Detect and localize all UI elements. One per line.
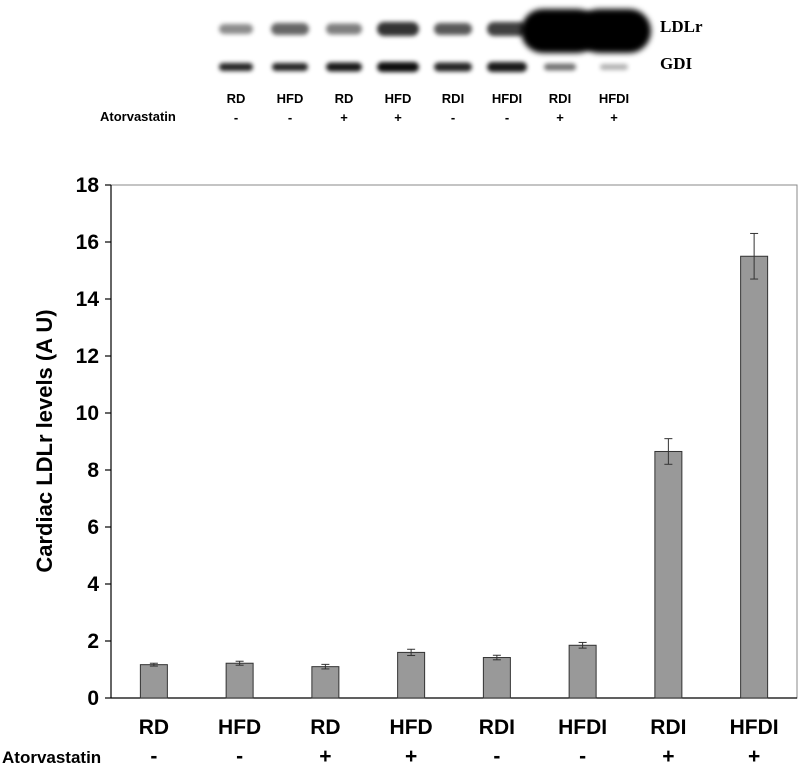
- treatment-sign: -: [579, 745, 586, 765]
- category-label: HFD: [390, 716, 433, 739]
- y-tick-label: 0: [87, 687, 99, 710]
- y-tick-label: 6: [87, 516, 99, 539]
- y-tick-label: 2: [87, 630, 99, 653]
- ldlr-band: [434, 23, 472, 35]
- ldlr-band: [377, 22, 419, 36]
- y-tick-label: 10: [76, 402, 99, 425]
- error-bar: [149, 662, 158, 667]
- error-bar-series: [149, 232, 759, 670]
- blot-treatment-sign: -: [505, 110, 509, 125]
- treatment-sign: +: [748, 745, 760, 765]
- ldlr-band: [326, 23, 362, 35]
- blot-treatment-sign: +: [610, 110, 618, 125]
- category-label: RD: [139, 716, 169, 739]
- blot-lane-label: HFD: [277, 91, 304, 106]
- blot-treatment-sign: -: [234, 110, 238, 125]
- bar: [311, 666, 340, 699]
- ldlr-band: [271, 23, 309, 35]
- ldlr-band: [577, 9, 651, 53]
- category-label: HFD: [218, 716, 261, 739]
- ldlr-band-row: [219, 9, 651, 53]
- category-label: RD: [310, 716, 340, 739]
- y-tick-label: 4: [87, 573, 99, 596]
- treatment-sign: +: [319, 745, 331, 765]
- blot-lane-label: HFDI: [492, 91, 522, 106]
- category-label: RDI: [479, 716, 515, 739]
- error-bar: [578, 641, 587, 649]
- y-tick-label: 12: [76, 345, 99, 368]
- bar: [654, 450, 683, 699]
- treatment-sign: -: [493, 745, 500, 765]
- y-axis-label: Cardiac LDLr levels (A U): [32, 309, 57, 572]
- blot-treatment-sign: -: [451, 110, 455, 125]
- chart-treatment-label: Atorvastatin: [2, 748, 101, 765]
- error-bar: [492, 654, 501, 661]
- blot-treatment-sign: -: [288, 110, 292, 125]
- y-tick-label: 8: [87, 459, 99, 482]
- bar-chart: 0 2 4 6 8 10 12 14 16 18 RD HFD RD HFD RDI HFDI RDI HFDI…: [2, 174, 798, 765]
- bar: [568, 644, 597, 699]
- gdi-band-row: [219, 62, 628, 72]
- blot-treatment-sign: +: [340, 110, 348, 125]
- gdi-band: [600, 64, 628, 70]
- treatment-signs: - - + + - - + +: [150, 745, 760, 765]
- y-axis: 0 2 4 6 8 10 12 14 16 18: [76, 174, 112, 710]
- error-bar: [407, 648, 416, 657]
- gdi-band-label: GDI: [660, 54, 693, 73]
- gdi-band: [544, 63, 576, 71]
- blot-lane-label: RDI: [442, 91, 464, 106]
- error-bar: [235, 660, 244, 666]
- blot-treatment-signs: - - + + - - + +: [234, 110, 618, 125]
- bar-series: [139, 255, 769, 699]
- treatment-sign: +: [405, 745, 417, 765]
- plot-frame: [110, 184, 798, 699]
- ldlr-band: [487, 22, 527, 36]
- category-label: HFDI: [730, 716, 779, 739]
- blot-lane-label: RDI: [549, 91, 571, 106]
- treatment-sign: +: [662, 745, 674, 765]
- y-tick-label: 14: [76, 288, 100, 311]
- blot-lane-labels: RD HFD RD HFD RDI HFDI RDI HFDI: [227, 91, 630, 106]
- western-blot-panel: LDLr GDI RD HFD RD HFD RDI HFDI RDI HFDI Atorva…: [100, 9, 703, 125]
- blot-treatment-sign: +: [556, 110, 564, 125]
- ldlr-band-label: LDLr: [660, 17, 703, 36]
- blot-lane-label: RD: [335, 91, 354, 106]
- treatment-sign: -: [236, 745, 243, 765]
- category-label: RDI: [650, 716, 686, 739]
- category-labels: RD HFD RD HFD RDI HFDI RDI HFDI: [139, 716, 779, 739]
- treatment-sign: -: [150, 745, 157, 765]
- gdi-band: [434, 62, 472, 72]
- ldlr-band: [219, 24, 253, 34]
- error-bar: [321, 663, 330, 670]
- category-label: HFDI: [558, 716, 607, 739]
- error-bar: [664, 438, 673, 465]
- y-tick-label: 16: [76, 231, 99, 254]
- bar: [482, 657, 511, 699]
- gdi-band: [487, 62, 527, 72]
- gdi-band: [326, 62, 362, 72]
- blot-treatment-sign: +: [394, 110, 402, 125]
- bar: [740, 255, 769, 699]
- ldlr-band: [521, 9, 599, 53]
- blot-lane-label: RD: [227, 91, 246, 106]
- error-bar: [750, 232, 759, 280]
- y-tick-label: 18: [76, 174, 100, 197]
- bar: [225, 662, 254, 699]
- bar: [139, 664, 168, 699]
- gdi-band: [219, 63, 253, 71]
- gdi-band: [272, 63, 308, 71]
- gdi-band: [377, 62, 419, 72]
- blot-treatment-label: Atorvastatin: [100, 109, 176, 124]
- blot-lane-label: HFD: [385, 91, 412, 106]
- bar: [397, 651, 426, 699]
- blot-lane-label: HFDI: [599, 91, 629, 106]
